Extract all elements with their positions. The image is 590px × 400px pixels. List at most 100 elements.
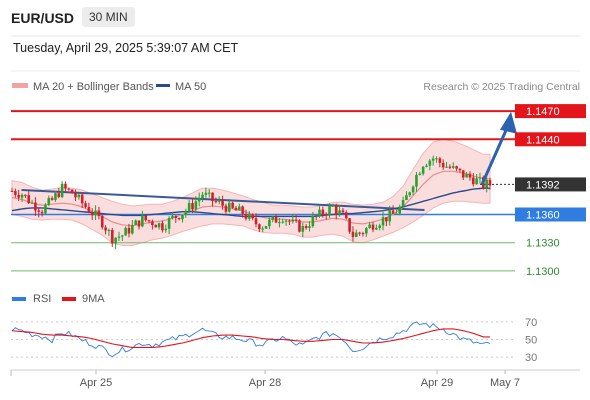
projection-arrow-head bbox=[500, 111, 517, 134]
candle-body bbox=[254, 218, 258, 225]
candle-body bbox=[314, 215, 318, 217]
candle-body bbox=[261, 228, 264, 230]
time-tick-label: Apr 28 bbox=[249, 377, 281, 389]
candle-body bbox=[368, 224, 371, 229]
candle-body bbox=[121, 235, 124, 237]
candle-body bbox=[231, 202, 234, 208]
rsi-tick-label: 50 bbox=[525, 335, 537, 347]
candle-body bbox=[127, 227, 131, 234]
candle-body bbox=[411, 186, 415, 193]
candle-body bbox=[137, 220, 141, 227]
rsi-tick-label: 30 bbox=[525, 352, 537, 364]
candle-body bbox=[488, 179, 492, 186]
candle-body bbox=[97, 210, 101, 217]
candle-body bbox=[341, 210, 345, 213]
time-tick-label: May 7 bbox=[490, 377, 520, 389]
candle-body bbox=[425, 165, 428, 167]
candle-body bbox=[378, 225, 381, 228]
candle-body bbox=[365, 228, 368, 234]
candle-body bbox=[268, 219, 271, 227]
candle-body bbox=[461, 170, 465, 178]
candle-body bbox=[354, 232, 358, 237]
candle-body bbox=[134, 220, 137, 225]
candle-body bbox=[244, 213, 248, 219]
candle-body bbox=[405, 195, 408, 201]
candle-body bbox=[141, 215, 144, 227]
symbol-label: EUR/USD bbox=[11, 10, 75, 26]
candle-body bbox=[455, 166, 458, 169]
rsi-ma-legend-swatch bbox=[62, 297, 76, 301]
resistance-tag-label: 1.1470 bbox=[526, 106, 560, 118]
candle-body bbox=[17, 194, 20, 198]
resistance-tag bbox=[515, 104, 586, 119]
candle-body bbox=[27, 195, 31, 204]
candle-body bbox=[465, 173, 468, 178]
candle-body bbox=[131, 224, 134, 234]
candle-body bbox=[381, 217, 385, 226]
candle-body bbox=[274, 216, 278, 223]
candle-body bbox=[271, 216, 275, 220]
rsi-ma-line bbox=[11, 328, 490, 348]
candle-body bbox=[161, 223, 164, 231]
candle-body bbox=[471, 177, 475, 185]
ma20-legend-swatch bbox=[12, 83, 28, 88]
candle-body bbox=[334, 205, 338, 215]
candle-body bbox=[87, 206, 91, 213]
candle-body bbox=[207, 192, 211, 194]
candle-body bbox=[241, 206, 244, 214]
candle-body bbox=[227, 202, 231, 212]
projection-group bbox=[480, 111, 517, 186]
candle-body bbox=[328, 206, 331, 215]
candle-body bbox=[214, 201, 218, 203]
candle-body bbox=[37, 210, 41, 212]
candle-body bbox=[398, 206, 402, 214]
candle-body bbox=[201, 194, 204, 199]
candle-body bbox=[24, 194, 27, 196]
candle-body bbox=[311, 215, 315, 227]
candle-body bbox=[34, 202, 37, 211]
ma50-legend-label: MA 50 bbox=[175, 81, 206, 93]
candlesticks bbox=[10, 155, 492, 250]
pivot-tag bbox=[515, 177, 586, 192]
candle-body bbox=[415, 174, 418, 187]
candle-body bbox=[50, 198, 54, 200]
candle-body bbox=[278, 222, 281, 224]
candle-body bbox=[44, 204, 47, 214]
candle-body bbox=[117, 236, 121, 238]
candle-body bbox=[258, 224, 261, 230]
candle-body bbox=[107, 229, 111, 231]
candle-body bbox=[164, 228, 168, 231]
candle-body bbox=[20, 194, 24, 198]
candle-body bbox=[184, 210, 188, 215]
candle-body bbox=[428, 160, 432, 166]
candle-body bbox=[187, 203, 191, 211]
candle-body bbox=[371, 224, 375, 230]
candle-body bbox=[80, 194, 84, 204]
candle-body bbox=[204, 192, 208, 195]
timeframe-badge[interactable]: 30 MIN bbox=[82, 7, 135, 27]
candle-body bbox=[401, 200, 405, 207]
candle-body bbox=[291, 219, 295, 222]
candle-body bbox=[171, 215, 174, 219]
candle-body bbox=[441, 162, 445, 168]
candle-body bbox=[47, 198, 51, 205]
candle-body bbox=[10, 191, 14, 192]
rsi-legend-label: RSI bbox=[33, 293, 51, 305]
price-tags: 1.1470 1.1440 1.1392 1.1360 1.1330 1.1300 bbox=[515, 104, 586, 278]
chart-header: EUR/USD 30 MIN bbox=[0, 0, 590, 36]
time-tick-label: Apr 25 bbox=[80, 377, 112, 389]
candle-body bbox=[174, 215, 178, 218]
candle-body bbox=[388, 210, 392, 222]
candle-body bbox=[181, 214, 184, 220]
pivot-tag-label: 1.1392 bbox=[526, 179, 560, 191]
candle-body bbox=[331, 205, 335, 207]
candle-body bbox=[94, 210, 97, 216]
candle-body bbox=[54, 193, 57, 200]
candle-body bbox=[385, 217, 388, 222]
candle-body bbox=[147, 220, 151, 222]
candle-body bbox=[217, 200, 221, 202]
candle-body bbox=[298, 220, 301, 232]
time-axis: Apr 25 Apr 28 Apr 29 May 7 bbox=[10, 370, 520, 389]
candle-body bbox=[338, 210, 341, 215]
candle-body bbox=[358, 232, 361, 234]
